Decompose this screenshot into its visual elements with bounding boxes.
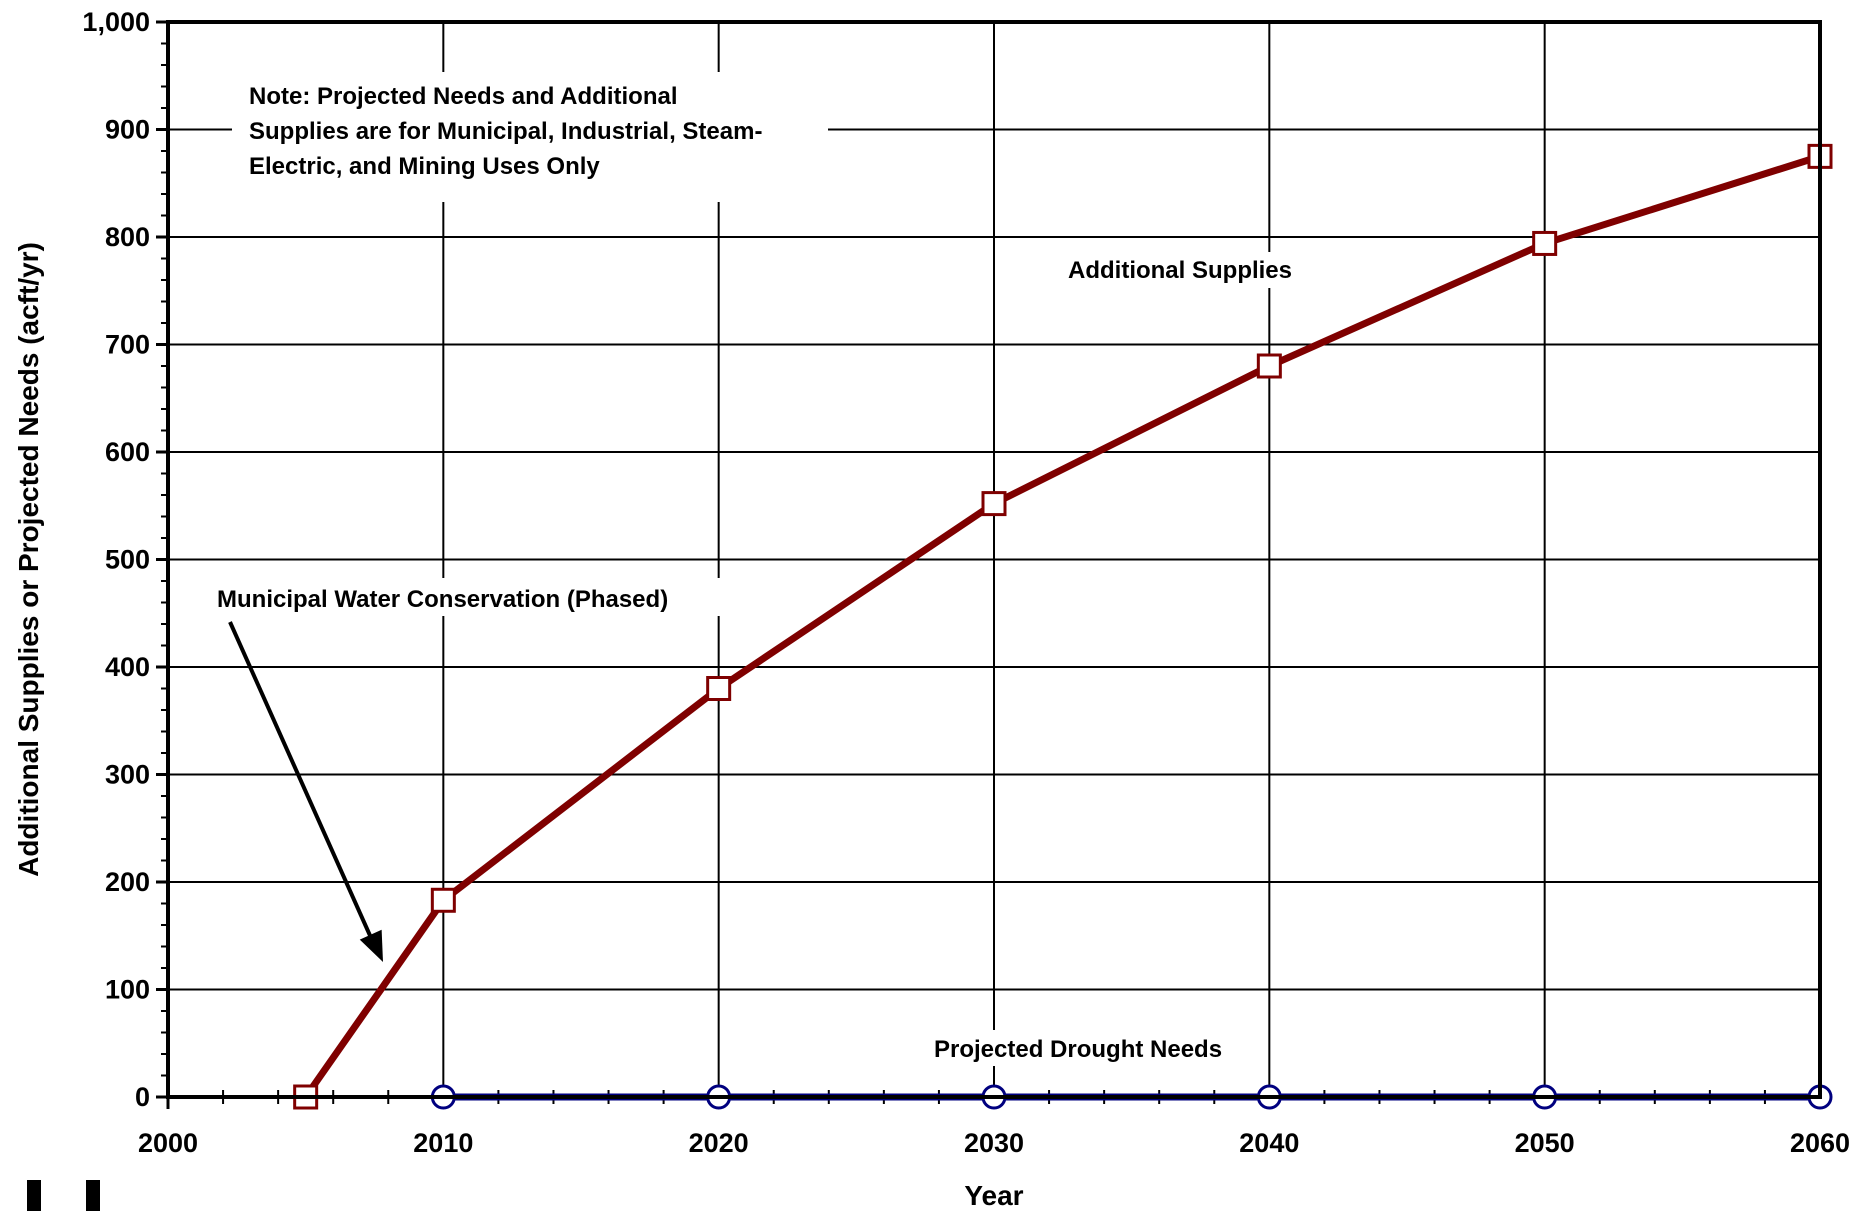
series-label-additional-supplies: Additional Supplies	[1068, 257, 1292, 284]
series-label-background	[1062, 252, 1326, 288]
y-tick-label: 600	[105, 437, 150, 467]
series-label-projected-drought-needs: Projected Drought Needs	[934, 1036, 1222, 1063]
conservation-label: Municipal Water Conservation (Phased)	[217, 586, 668, 613]
y-tick-label: 100	[105, 975, 150, 1005]
y-axis-title: Additional Supplies or Projected Needs (…	[13, 242, 44, 877]
y-tick-label: 400	[105, 652, 150, 682]
series-labels: Additional Supplies Projected Drought Ne…	[928, 252, 1326, 1066]
x-tick-label: 2050	[1515, 1128, 1575, 1158]
data-point-square	[430, 887, 456, 913]
x-tick-label: 2000	[138, 1128, 198, 1158]
corner-marks	[27, 1180, 100, 1211]
note-background	[232, 72, 828, 202]
y-tick-label: 300	[105, 760, 150, 790]
data-point-square	[1532, 230, 1558, 256]
y-tick-label: 700	[105, 330, 150, 360]
y-tick-label: 800	[105, 222, 150, 252]
minor-ticks	[161, 42, 1766, 1104]
conservation-arrow-line	[228, 621, 374, 941]
x-tick-label: 2020	[689, 1128, 749, 1158]
series-layer	[293, 143, 1833, 1110]
corner-mark	[27, 1180, 41, 1211]
y-tick-label: 0	[135, 1082, 150, 1112]
y-tick-label: 900	[105, 115, 150, 145]
series-label-background	[928, 1030, 1258, 1066]
x-tick-label: 2030	[964, 1128, 1024, 1158]
tick-labels: 0 100 200 300 400 500 600 700 800 900 1,000 2000 201…	[82, 7, 1850, 1158]
y-tick-label: 500	[105, 545, 150, 575]
plot-frame	[166, 20, 1822, 1099]
y-tick-label: 1,000	[82, 7, 150, 37]
corner-mark	[86, 1180, 100, 1211]
data-point-square	[981, 491, 1007, 517]
note-line: Supplies are for Municipal, Industrial, …	[249, 118, 762, 145]
conservation-annotation: Municipal Water Conservation (Phased)	[212, 578, 722, 962]
x-tick-label: 2060	[1790, 1128, 1850, 1158]
x-axis-title: Year	[964, 1180, 1023, 1211]
y-tick-label: 200	[105, 867, 150, 897]
conservation-arrow-head	[359, 929, 383, 962]
note-line: Note: Projected Needs and Additional	[249, 83, 678, 110]
conservation-label-background	[212, 578, 722, 616]
data-point-square	[706, 676, 732, 701]
note-annotation: Note: Projected Needs and Additional Sup…	[232, 72, 828, 202]
series-line	[302, 153, 1822, 1100]
x-tick-label: 2040	[1239, 1128, 1299, 1158]
note-line: Electric, and Mining Uses Only	[249, 153, 600, 180]
data-point-square	[1256, 353, 1282, 379]
x-tick-label: 2010	[413, 1128, 473, 1158]
